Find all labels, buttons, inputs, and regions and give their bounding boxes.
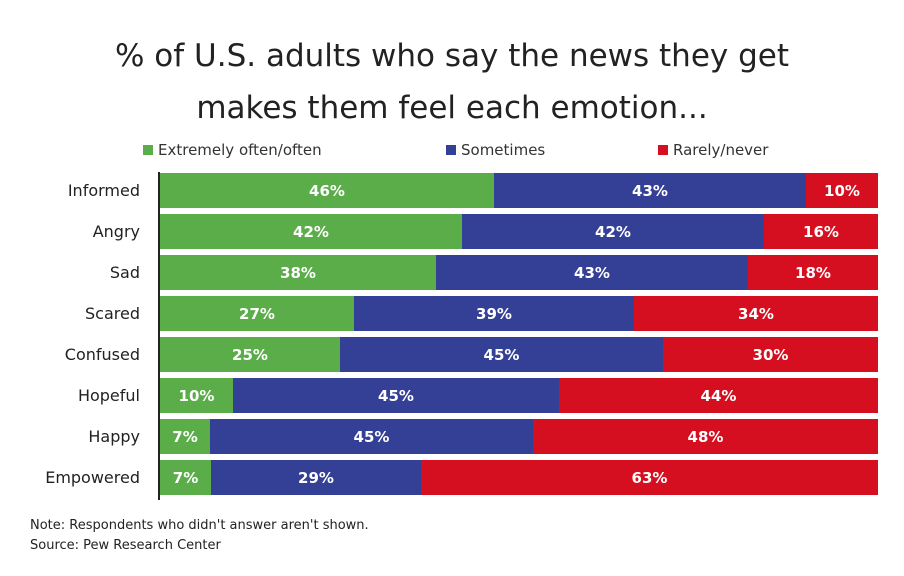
legend-label-sometimes: Sometimes bbox=[461, 141, 546, 159]
data-label-informed-extremely-often-often: 46% bbox=[309, 181, 345, 200]
category-label-sad: Sad bbox=[109, 262, 140, 282]
data-label-empowered-rarely-never: 63% bbox=[631, 468, 668, 487]
legend-item-sometimes: Sometimes bbox=[446, 140, 545, 160]
bar-confused-sometimes: 45% bbox=[340, 337, 663, 372]
chart-title: % of U.S. adults who say the news they g… bbox=[0, 30, 904, 134]
legend-label-extremely-often: Extremely often/often bbox=[158, 141, 322, 159]
y-axis-line bbox=[158, 172, 160, 500]
data-label-scared-sometimes: 39% bbox=[476, 304, 512, 323]
chart-footer: Note: Respondents who didn't answer aren… bbox=[30, 516, 369, 556]
data-label-happy-rarely-never: 48% bbox=[687, 427, 724, 446]
bar-sad-extremely-often-often: 38% bbox=[160, 255, 436, 290]
data-label-empowered-extremely-often-often: 7% bbox=[172, 468, 199, 487]
data-label-angry-sometimes: 42% bbox=[595, 222, 631, 241]
data-label-angry-extremely-often-often: 42% bbox=[293, 222, 329, 241]
data-label-hopeful-sometimes: 45% bbox=[378, 386, 414, 405]
bar-angry-rarely-never: 16% bbox=[764, 214, 878, 249]
bar-empowered-rarely-never: 63% bbox=[421, 460, 878, 495]
bar-angry-sometimes: 42% bbox=[462, 214, 764, 249]
chart-title-line-1: % of U.S. adults who say the news they g… bbox=[114, 38, 790, 74]
data-label-confused-extremely-often-often: 25% bbox=[232, 345, 268, 364]
data-label-empowered-sometimes: 29% bbox=[298, 468, 334, 487]
category-label-confused: Confused bbox=[64, 344, 140, 364]
bar-empowered-sometimes: 29% bbox=[211, 460, 421, 495]
bar-informed-extremely-often-often: 46% bbox=[160, 173, 494, 208]
category-label-scared: Scared bbox=[85, 303, 140, 323]
data-label-hopeful-rarely-never: 44% bbox=[700, 386, 737, 405]
data-label-informed-rarely-never: 10% bbox=[824, 181, 860, 200]
footer-note: Note: Respondents who didn't answer aren… bbox=[30, 518, 369, 533]
footer-source: Source: Pew Research Center bbox=[30, 538, 221, 553]
legend-swatch-sometimes bbox=[446, 145, 456, 155]
category-label-happy: Happy bbox=[88, 426, 140, 446]
data-label-sad-sometimes: 43% bbox=[574, 263, 610, 282]
category-label-hopeful: Hopeful bbox=[77, 385, 140, 405]
legend-swatch-rarely-never bbox=[658, 145, 668, 155]
legend-item-rarely-never: Rarely/never bbox=[658, 140, 768, 160]
bar-sad-sometimes: 43% bbox=[436, 255, 748, 290]
category-label-informed: Informed bbox=[67, 180, 140, 200]
data-label-sad-extremely-often-often: 38% bbox=[280, 263, 316, 282]
data-label-angry-rarely-never: 16% bbox=[803, 222, 839, 241]
data-label-scared-rarely-never: 34% bbox=[738, 304, 774, 323]
data-label-sad-rarely-never: 18% bbox=[795, 263, 831, 282]
data-label-hopeful-extremely-often-often: 10% bbox=[178, 386, 215, 405]
bar-sad-rarely-never: 18% bbox=[748, 255, 878, 290]
bar-confused-rarely-never: 30% bbox=[663, 337, 878, 372]
bar-happy-sometimes: 45% bbox=[210, 419, 533, 454]
bar-scared-sometimes: 39% bbox=[354, 296, 634, 331]
bar-hopeful-extremely-often-often: 10% bbox=[160, 378, 233, 413]
bar-happy-extremely-often-often: 7% bbox=[160, 419, 210, 454]
chart-title-line-2: makes them feel each emotion... bbox=[196, 90, 708, 126]
bar-scared-extremely-often-often: 27% bbox=[160, 296, 354, 331]
bar-happy-rarely-never: 48% bbox=[533, 419, 878, 454]
legend-label-rarely-never: Rarely/never bbox=[673, 141, 769, 159]
bar-scared-rarely-never: 34% bbox=[634, 296, 878, 331]
data-label-happy-sometimes: 45% bbox=[353, 427, 390, 446]
bar-angry-extremely-often-often: 42% bbox=[160, 214, 462, 249]
bar-empowered-extremely-often-often: 7% bbox=[160, 460, 211, 495]
category-label-empowered: Empowered bbox=[45, 467, 140, 487]
data-label-informed-sometimes: 43% bbox=[632, 181, 668, 200]
bar-confused-extremely-often-often: 25% bbox=[160, 337, 340, 372]
legend-item-extremely-often: Extremely often/often bbox=[143, 140, 322, 160]
bar-informed-sometimes: 43% bbox=[494, 173, 806, 208]
legend-swatch-extremely-often bbox=[143, 145, 153, 155]
bar-hopeful-rarely-never: 44% bbox=[559, 378, 878, 413]
data-label-happy-extremely-often-often: 7% bbox=[172, 427, 198, 446]
category-label-angry: Angry bbox=[92, 221, 140, 241]
bar-informed-rarely-never: 10% bbox=[806, 173, 878, 208]
data-label-scared-extremely-often-often: 27% bbox=[239, 304, 275, 323]
chart-legend: Extremely often/often Sometimes Rarely/n… bbox=[0, 140, 904, 162]
bar-hopeful-sometimes: 45% bbox=[233, 378, 559, 413]
data-label-confused-sometimes: 45% bbox=[483, 345, 520, 364]
data-label-confused-rarely-never: 30% bbox=[752, 345, 789, 364]
